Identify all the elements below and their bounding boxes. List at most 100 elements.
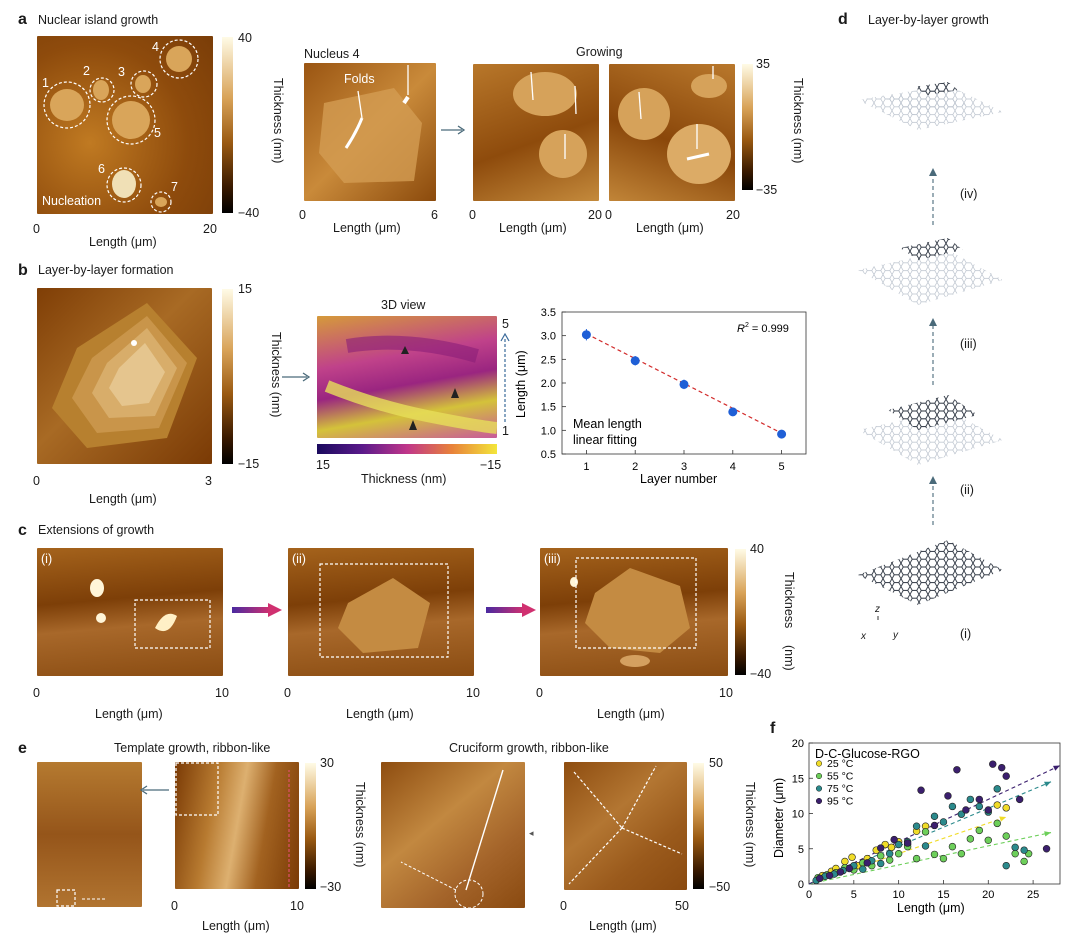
chart-f-xtick-label: 10 <box>893 889 905 901</box>
chart-b-xlabel: Layer number <box>640 472 717 486</box>
axis-z-label: z <box>875 604 880 615</box>
chart-f-xtick-label: 25 <box>1027 889 1039 901</box>
colorbar-a1 <box>222 37 233 213</box>
chart-f-legend-label: 25 °C <box>827 758 854 770</box>
chart-f-point <box>975 802 984 811</box>
chart-f-point <box>1015 795 1024 804</box>
island-label-5: 5 <box>154 126 161 140</box>
chart-f-point <box>1042 845 1051 853</box>
template-tick-0: 0 <box>171 899 178 913</box>
chart-f-point <box>1002 861 1010 870</box>
cruciform-tick-0: 0 <box>560 899 567 913</box>
chart-b-points <box>581 329 787 439</box>
chart-f-legend-marker <box>815 785 823 792</box>
cbar-a1-label: Thickness (nm) <box>271 78 285 164</box>
map-label-iii: (iii) <box>544 552 561 566</box>
zaxis-bottom: 1 <box>502 424 509 438</box>
cbar-a2-bottom: −35 <box>756 183 778 197</box>
map-c1-tick-10: 10 <box>215 686 229 700</box>
chart-f-point <box>962 806 970 814</box>
chart-f-point <box>859 865 867 873</box>
chart-f-point <box>816 874 824 883</box>
chart-f-point <box>894 840 903 849</box>
chart-f-legend-marker <box>815 772 823 780</box>
chart-f-point <box>989 760 997 768</box>
chart-f-legend-marker <box>815 797 823 805</box>
chart-b-ylabel: Length (μm) <box>514 350 528 418</box>
chart-f-point <box>894 849 903 858</box>
chart-b-point <box>679 379 689 389</box>
chart-f-point <box>845 864 854 873</box>
cbar-c-label: Thickness <box>782 572 796 629</box>
nucleation-label: Nucleation <box>42 194 102 208</box>
panel-a-xlabel-2: Length (μm) <box>333 221 401 235</box>
chart-f-trend-line <box>808 831 1052 885</box>
chart-f-point <box>957 849 966 858</box>
chart-f-xtick-label: 20 <box>982 889 994 901</box>
cruciform-title: Cruciform growth, ribbon-like <box>449 741 609 755</box>
chart-b-fit-line <box>586 333 782 434</box>
cbar-e1-bottom: −30 <box>320 880 342 894</box>
chart-f-xticks: 0 5 10 15 20 25 <box>806 880 1039 901</box>
chart-f-ytick-label: 10 <box>792 809 804 821</box>
chart-f-point <box>917 786 925 794</box>
chart-b-ytick-label: 1.0 <box>541 425 556 437</box>
panel-d-letter: d <box>838 11 848 28</box>
chart-f-point <box>1002 804 1010 812</box>
chart-f-point <box>975 826 984 835</box>
arrow-icon <box>140 785 169 795</box>
colorbar-3d <box>317 444 497 454</box>
chart-f-point <box>1002 832 1010 840</box>
growing-title: Growing <box>576 45 623 59</box>
template-tick-10: 10 <box>290 899 304 913</box>
panel-a-xlabel-4: Length (μm) <box>636 221 704 235</box>
panel-c-title: Extensions of growth <box>38 523 155 537</box>
chart-diameter-length: 0 5 10 15 20 0 5 10 15 20 25 25 °C55 °C75 °C95 °C… <box>772 738 1061 915</box>
chart-f-point <box>998 763 1006 772</box>
cbar-a2-top: 35 <box>756 57 770 71</box>
map-label-ii: (ii) <box>292 552 306 566</box>
panel-e-letter: e <box>18 740 27 757</box>
chart-f-legend-marker <box>815 760 823 767</box>
chart-f-point <box>1002 772 1010 780</box>
colorbar-b <box>222 289 233 464</box>
chart-f-point <box>877 859 885 868</box>
chart-f-point <box>921 828 930 836</box>
chart-f-xtick-label: 5 <box>851 889 857 901</box>
chart-b-yticks: 0.5 1.0 1.5 2.0 2.5 3.0 3.5 <box>541 307 566 461</box>
arrow-icon <box>441 125 466 135</box>
panel-c-xlabel-3: Length (μm) <box>597 707 665 721</box>
panel-e-xlabel-2: Length (μm) <box>589 919 657 933</box>
chart-b-xtick-label: 3 <box>681 461 687 473</box>
cbar-3d-right: −15 <box>480 458 502 472</box>
map3-tick-20: 20 <box>588 208 602 222</box>
cbar-e1-label: Thickness (nm) <box>353 782 367 868</box>
afm-map-nucleus4: Folds <box>304 63 436 201</box>
chart-f-point <box>1011 849 1019 858</box>
panel-a-xlabel-3: Length (μm) <box>499 221 567 235</box>
chart-f-legend-label: 75 °C <box>827 783 854 795</box>
zaxis-top: 5 <box>502 317 509 331</box>
chart-f-xtick-label: 15 <box>937 889 949 901</box>
chart-f-point <box>939 854 948 863</box>
island-label-2: 2 <box>83 64 90 78</box>
chart-f-point <box>912 854 921 863</box>
map-label-i: (i) <box>41 552 53 566</box>
arrow-icon <box>232 603 282 617</box>
view3d-title: 3D view <box>381 298 426 312</box>
chart-f-trend-arrowhead <box>1053 765 1060 771</box>
chart-f-point <box>930 850 939 859</box>
cruciform-tick-50: 50 <box>675 899 689 913</box>
chart-f-point <box>948 802 957 811</box>
afm-map-growing-1 <box>473 64 599 201</box>
stage-label-iv: (iv) <box>960 187 978 201</box>
chart-f-ytick-label: 20 <box>792 738 804 750</box>
chart-f-trend-arrowhead <box>1044 781 1052 787</box>
chart-f-point <box>1020 857 1028 866</box>
arrow-icon <box>282 372 311 382</box>
cbar-a2-label: Thickness (nm) <box>791 78 805 164</box>
chart-b-legend-2: linear fitting <box>573 433 637 447</box>
chart-b-r2: R2 = 0.999 <box>737 322 789 335</box>
panel-c-letter: c <box>18 522 27 539</box>
chart-b-ytick-label: 1.5 <box>541 402 556 414</box>
